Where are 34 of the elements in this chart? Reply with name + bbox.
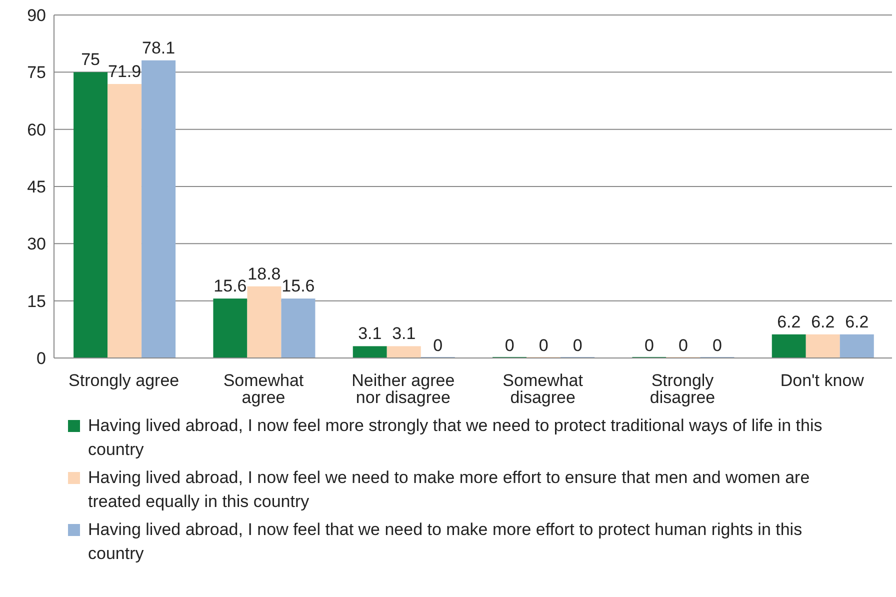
y-tick-label: 15	[27, 292, 46, 311]
y-tick-label: 45	[27, 178, 46, 197]
data-label: 71.9	[108, 62, 142, 81]
data-label: 0	[644, 336, 654, 355]
y-tick-label: 30	[27, 234, 46, 254]
x-tick-label: Strongly disagree	[650, 371, 716, 408]
y-tick-label: 90	[27, 6, 46, 26]
data-label: 0	[712, 336, 722, 355]
x-tick-label: Neither agree nor disagree	[352, 371, 455, 408]
data-label: 78.1	[142, 38, 176, 58]
y-tick-label: 0	[36, 349, 46, 368]
y-tick-label: 60	[27, 120, 46, 140]
y-tick-label: 75	[27, 63, 46, 82]
x-tick-label: Somewhat agree	[223, 371, 304, 408]
data-label: 15.6	[214, 276, 247, 296]
x-tick-label: Don't know	[780, 371, 865, 390]
legend-label: Having lived abroad, I now feel we need to make more effort to ensure that men and women are treated equally in this country	[88, 467, 811, 513]
data-label: 6.2	[777, 312, 801, 332]
data-label: 15.6	[282, 276, 315, 296]
legend-label: Having lived abroad, I now feel more strongly that we need to protect traditional ways of life in this country	[88, 415, 824, 461]
data-label: 0	[504, 336, 514, 355]
legend-label: Having lived abroad, I now feel that we need to make more effort to protect human rights in this country	[88, 519, 804, 565]
data-label: 75	[81, 50, 100, 70]
data-label: 0	[678, 336, 688, 355]
data-label: 6.2	[845, 312, 869, 332]
data-label: 0	[538, 336, 548, 355]
x-tick-label: Somewhat disagree	[502, 371, 584, 408]
data-label: 3.1	[358, 324, 382, 344]
data-label: 0	[433, 336, 443, 355]
x-tick-label: Strongly agree	[68, 371, 180, 390]
data-label: 3.1	[392, 324, 416, 344]
data-label: 0	[572, 336, 582, 355]
data-label: 6.2	[811, 312, 835, 332]
data-label: 18.8	[248, 264, 281, 284]
